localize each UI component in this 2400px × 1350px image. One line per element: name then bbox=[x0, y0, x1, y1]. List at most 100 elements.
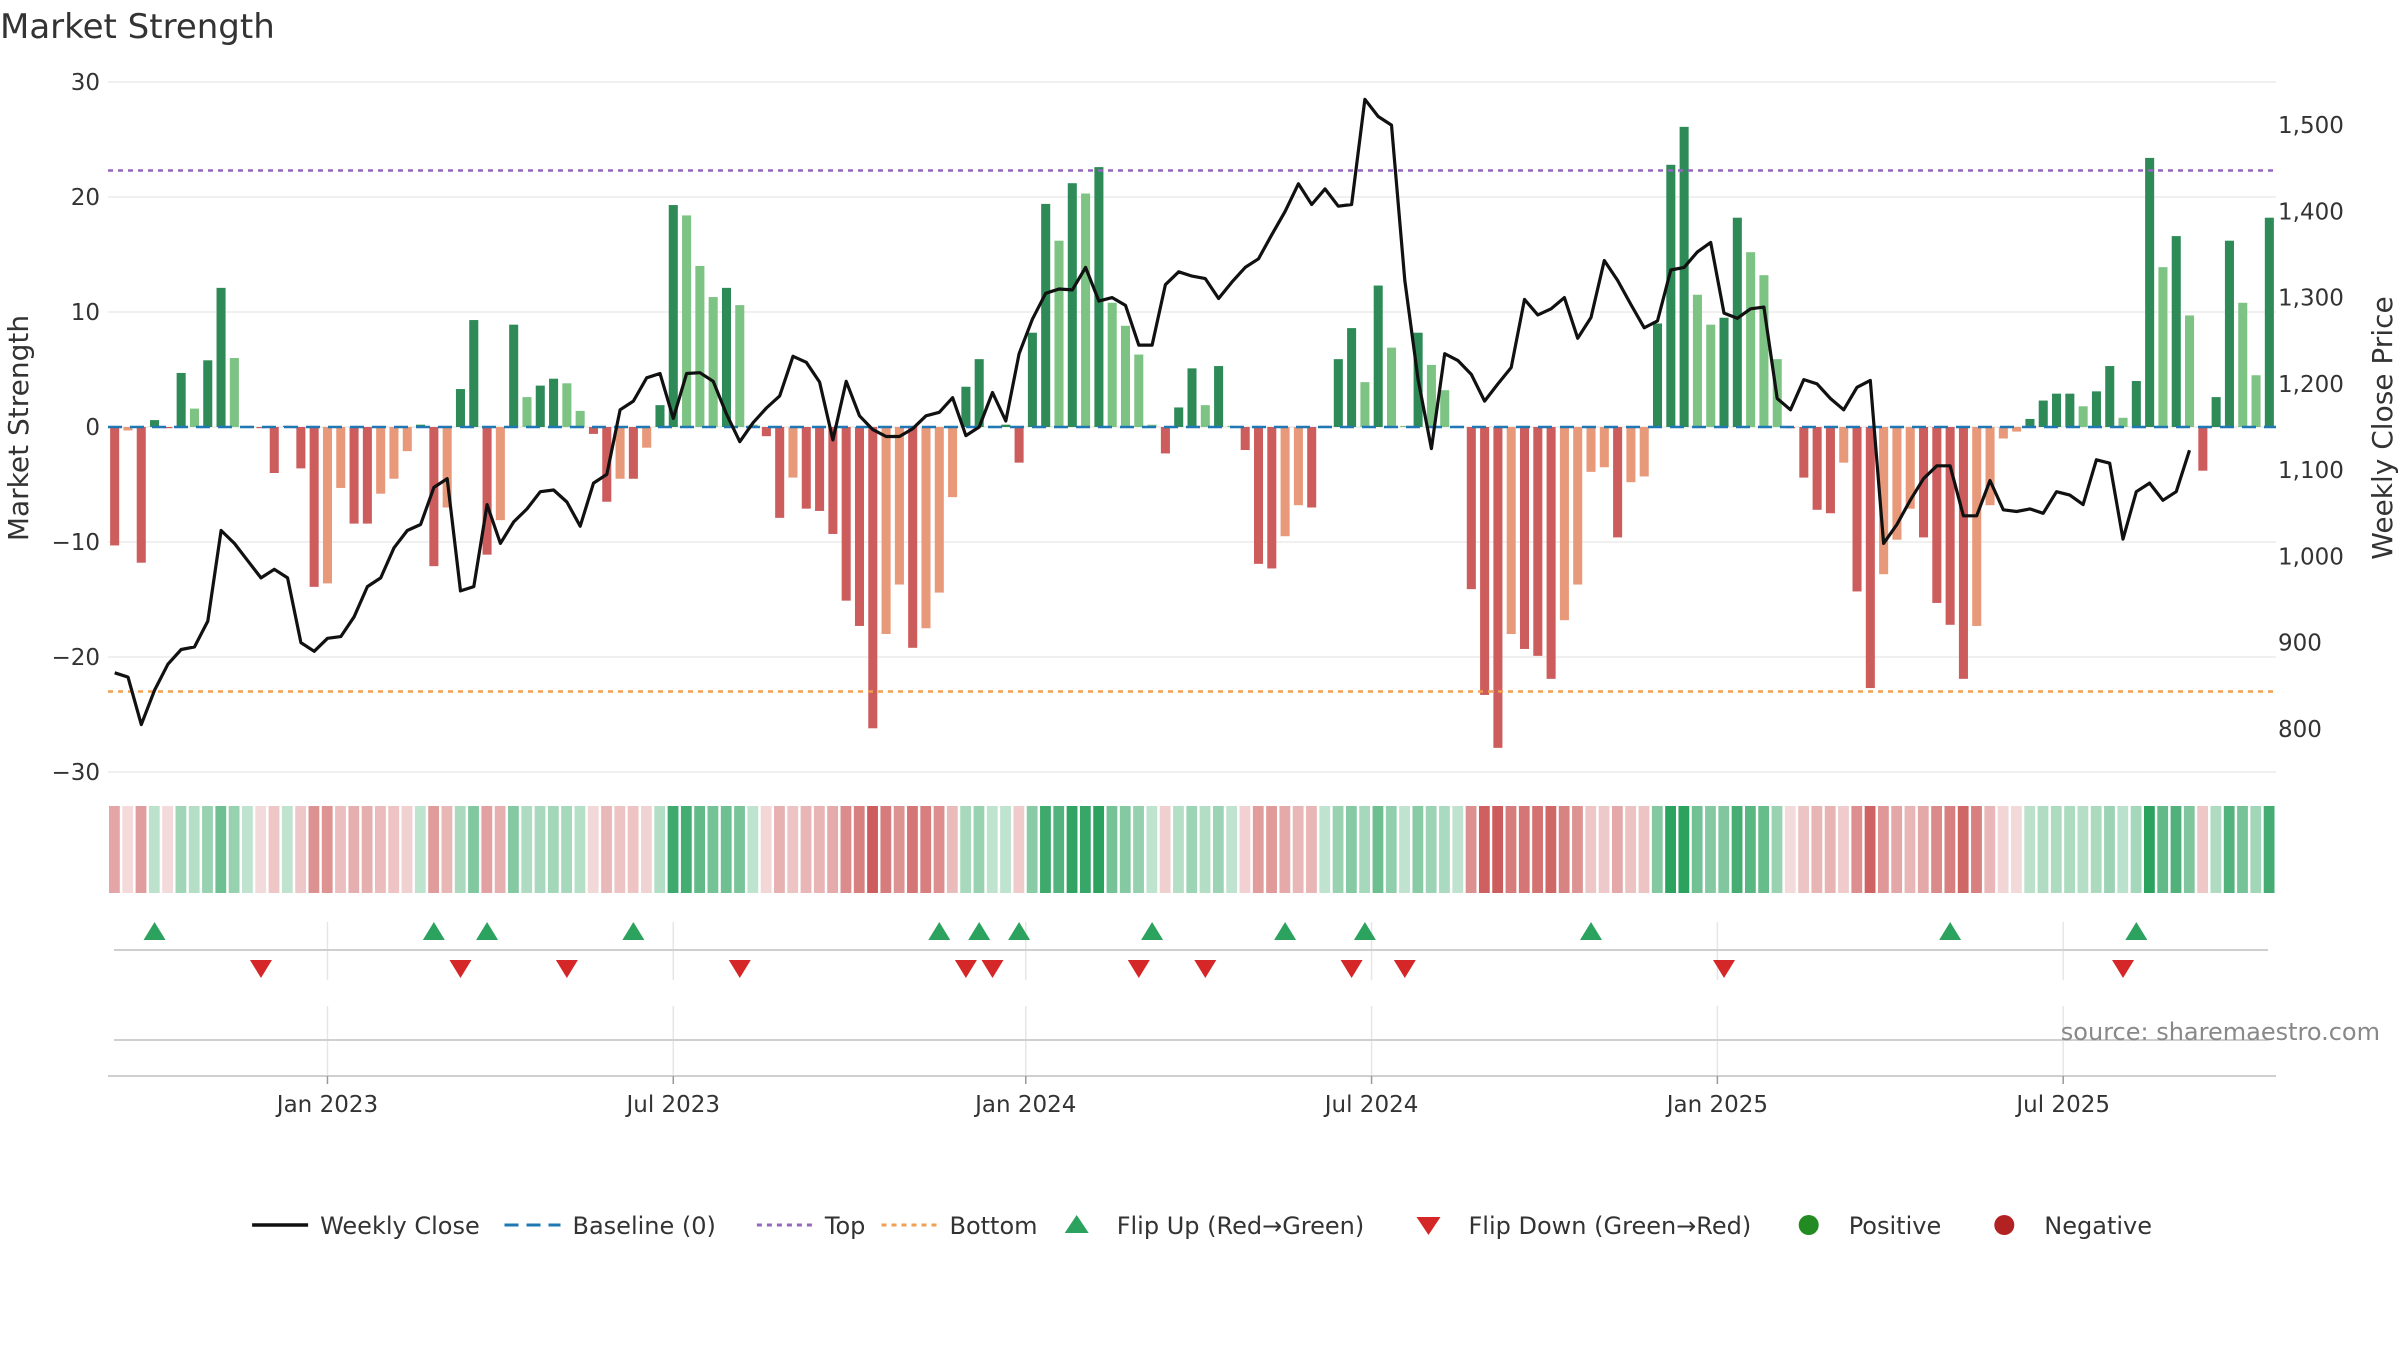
y2-tick-label: 900 bbox=[2278, 631, 2322, 657]
flip-up-marker bbox=[928, 922, 951, 940]
heat-cell bbox=[1332, 806, 1344, 893]
legend-flip-up: Flip Up (Red→Green) bbox=[1064, 1212, 1364, 1240]
heat-cell bbox=[1984, 806, 1996, 893]
strength-bar bbox=[1706, 324, 1716, 427]
strength-bar bbox=[150, 420, 160, 427]
flip-up-marker bbox=[622, 922, 645, 940]
heat-cell bbox=[1319, 806, 1331, 893]
heat-cell bbox=[1359, 806, 1371, 893]
heat-cell bbox=[135, 806, 147, 893]
heat-cell bbox=[1199, 806, 1211, 893]
heat-cell bbox=[2037, 806, 2049, 893]
strength-bar bbox=[1692, 294, 1702, 427]
strength-bar bbox=[296, 427, 306, 469]
heat-cell bbox=[1186, 806, 1198, 893]
heat-cell bbox=[774, 806, 785, 893]
strength-bar bbox=[1240, 427, 1250, 450]
heat-cell bbox=[428, 806, 440, 893]
heat-cell bbox=[2064, 806, 2075, 893]
heat-cell bbox=[1505, 806, 1517, 893]
strength-bar bbox=[2025, 418, 2035, 427]
heat-cell bbox=[2170, 806, 2182, 893]
reference-lines bbox=[108, 169, 2276, 693]
y2-tick-label: 800 bbox=[2278, 717, 2322, 743]
strength-bar bbox=[721, 287, 732, 427]
heat-cell bbox=[388, 806, 400, 893]
heat-cell bbox=[867, 806, 878, 893]
y-tick-label: 10 bbox=[71, 300, 100, 326]
heat-cell bbox=[893, 806, 905, 893]
legend-swatch bbox=[1416, 1217, 1441, 1235]
heat-cell bbox=[1000, 806, 1011, 893]
chart-title: Market Strength bbox=[0, 7, 275, 47]
heat-cell bbox=[1665, 806, 1676, 893]
heat-cell bbox=[680, 806, 692, 893]
x-tick-label: Jan 2024 bbox=[973, 1092, 1076, 1118]
heat-cell bbox=[1931, 806, 1942, 893]
heat-cell bbox=[1372, 806, 1384, 893]
strength-bar bbox=[1214, 366, 1224, 427]
heat-cell bbox=[1891, 806, 1903, 893]
heat-cell bbox=[454, 806, 466, 893]
left-y-axis: 30 20 10 0 −10 −20 −30 bbox=[51, 70, 100, 786]
strength-bar bbox=[948, 427, 958, 498]
heat-cell bbox=[2104, 806, 2115, 893]
flip-up-marker bbox=[1274, 922, 1297, 940]
y-tick-label: −10 bbox=[51, 530, 100, 556]
heat-cell bbox=[1279, 806, 1291, 893]
flip-up-marker bbox=[143, 922, 166, 940]
strength-bar bbox=[1253, 427, 1264, 564]
legend-label: Weekly Close bbox=[320, 1212, 480, 1240]
heat-cell bbox=[2143, 806, 2155, 893]
heat-cell bbox=[1917, 806, 1929, 893]
heat-cell bbox=[960, 806, 972, 893]
heat-cell bbox=[1957, 806, 1969, 893]
strength-bar bbox=[602, 427, 612, 502]
heat-cell bbox=[853, 806, 865, 893]
strength-bar bbox=[735, 305, 745, 427]
legend-baseline: Baseline (0) bbox=[504, 1212, 716, 1240]
strength-bar bbox=[615, 427, 625, 479]
heat-cell bbox=[1492, 806, 1504, 893]
strength-bar bbox=[1626, 427, 1636, 483]
strength-bar bbox=[775, 427, 785, 518]
heat-cell bbox=[348, 806, 360, 893]
y2-tick-label: 1,100 bbox=[2278, 458, 2344, 484]
heat-cell bbox=[308, 806, 320, 893]
heat-cell bbox=[707, 806, 719, 893]
legend-positive: Positive bbox=[1798, 1212, 1941, 1240]
strength-bar bbox=[562, 383, 572, 427]
heat-cell bbox=[1412, 806, 1424, 893]
heat-cell bbox=[335, 806, 346, 893]
strength-bar bbox=[1081, 193, 1091, 427]
strength-bar bbox=[961, 386, 971, 427]
flip-up-marker bbox=[1141, 922, 1164, 940]
x-tick-label: Jul 2024 bbox=[1323, 1092, 1419, 1118]
flip-down-marker bbox=[1340, 960, 1363, 978]
strength-bar bbox=[1546, 427, 1556, 679]
heat-cell bbox=[1266, 806, 1277, 893]
heat-cell bbox=[1079, 806, 1091, 893]
strength-bar bbox=[1559, 427, 1569, 621]
strength-bar bbox=[469, 320, 479, 427]
strength-bar bbox=[1533, 427, 1543, 656]
strength-bar bbox=[2264, 217, 2274, 427]
legend-label: Baseline (0) bbox=[573, 1212, 716, 1240]
heat-cell bbox=[441, 806, 453, 893]
heat-cell bbox=[481, 806, 493, 893]
heat-cell bbox=[1306, 806, 1317, 893]
heat-cell bbox=[1040, 806, 1051, 893]
strength-bar bbox=[1945, 427, 1955, 625]
y-tick-label: 20 bbox=[71, 185, 100, 211]
strength-bar bbox=[229, 358, 239, 427]
heat-cell bbox=[1226, 806, 1238, 893]
heat-cell bbox=[414, 806, 426, 893]
y-tick-label: 30 bbox=[71, 70, 100, 96]
strength-bar bbox=[1586, 427, 1596, 472]
strength-bar bbox=[1919, 427, 1929, 538]
strength-bar bbox=[575, 410, 585, 427]
strength-bar bbox=[788, 427, 798, 478]
strength-bar bbox=[1666, 164, 1676, 428]
flip-markers-panel bbox=[143, 922, 2148, 978]
heat-cell bbox=[601, 806, 612, 893]
